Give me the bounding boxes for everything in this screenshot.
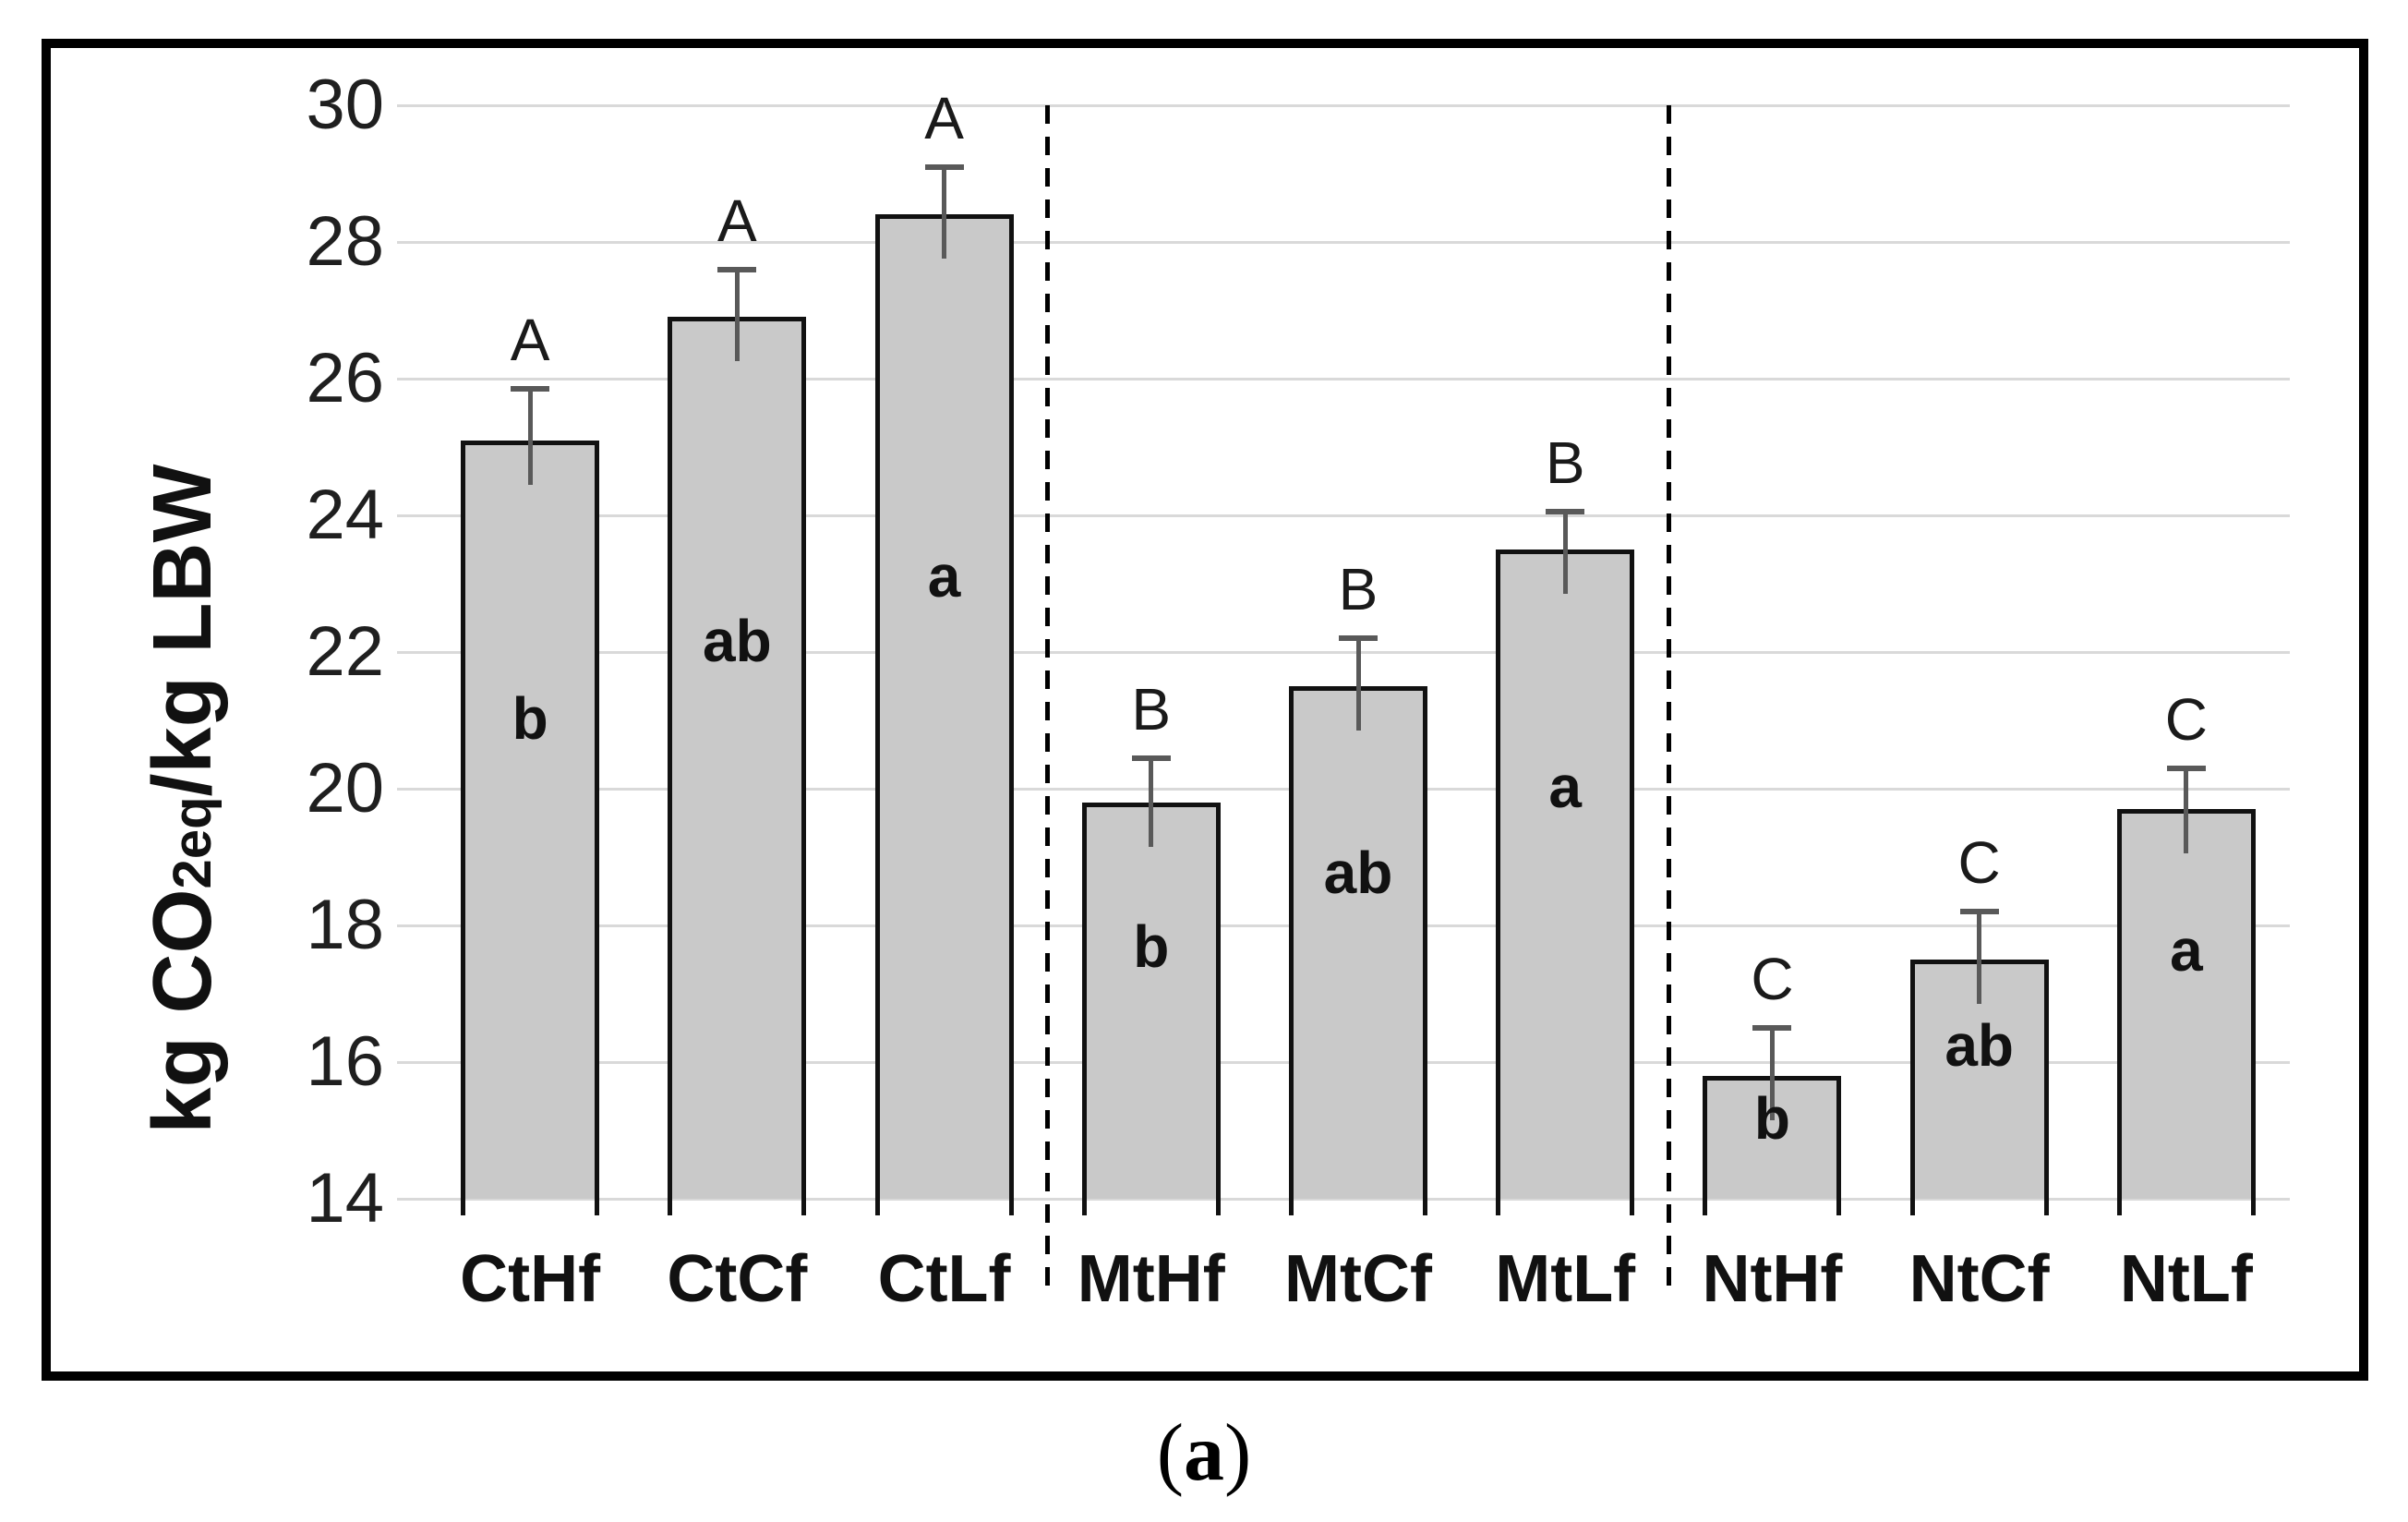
axis-tick-mark	[801, 1199, 807, 1215]
significance-letter-above-MtCf: B	[1338, 556, 1379, 623]
y-tick-label-28: 28	[306, 202, 384, 281]
bar-CtLf	[874, 214, 1014, 1199]
axis-tick-mark	[1081, 1199, 1087, 1215]
x-tick-label-NtCf: NtCf	[1908, 1242, 2050, 1316]
significance-letter-inside-MtHf: b	[1133, 912, 1170, 980]
gridline-y-14	[397, 1197, 2290, 1201]
y-tick-label-14: 14	[306, 1159, 384, 1238]
significance-letter-inside-NtLf: a	[2170, 917, 2203, 984]
error-bar-cap-CtHf	[511, 386, 550, 393]
y-tick-label-16: 16	[306, 1022, 384, 1101]
significance-letter-inside-NtCf: ab	[1944, 1011, 2014, 1079]
significance-letter-inside-MtCf: ab	[1323, 840, 1393, 907]
bar-CtCf	[668, 317, 807, 1199]
x-tick-label-NtLf: NtLf	[2119, 1242, 2253, 1316]
significance-letter-above-CtLf: A	[924, 84, 964, 151]
error-bar-cap-MtCf	[1339, 635, 1378, 642]
significance-letter-above-NtHf: C	[1751, 946, 1794, 1012]
bar-MtLf	[1496, 550, 1635, 1199]
error-bar-cap-MtLf	[1546, 509, 1585, 515]
y-tick-label-26: 26	[306, 339, 384, 417]
bar-MtCf	[1289, 686, 1427, 1199]
axis-tick-mark	[1289, 1199, 1294, 1215]
y-tick-label-24: 24	[306, 476, 384, 554]
significance-letter-above-MtHf: B	[1131, 675, 1172, 743]
error-bar-NtHf	[1769, 1028, 1775, 1120]
y-tick-label-30: 30	[306, 66, 384, 144]
y-tick-label-20: 20	[306, 749, 384, 827]
error-bar-cap-CtLf	[924, 163, 964, 170]
x-tick-label-MtHf: MtHf	[1077, 1242, 1225, 1316]
caption-letter: a	[1184, 1407, 1224, 1498]
significance-letter-inside-NtHf: b	[1753, 1085, 1790, 1153]
group-separator-line	[1045, 105, 1051, 1295]
axis-tick-mark	[1496, 1199, 1501, 1215]
significance-letter-inside-CtHf: b	[512, 684, 548, 752]
axis-tick-mark	[1423, 1199, 1427, 1215]
error-bar-cap-MtHf	[1131, 755, 1171, 761]
gridline-y-26	[397, 377, 2290, 380]
axis-tick-mark	[1630, 1199, 1635, 1215]
significance-letter-inside-CtCf: ab	[702, 607, 772, 674]
error-bar-CtHf	[527, 389, 533, 485]
gridline-y-28	[397, 240, 2290, 244]
error-bar-cap-NtCf	[1959, 909, 1999, 915]
axis-tick-mark	[874, 1199, 880, 1215]
x-tick-label-CtLf: CtLf	[877, 1242, 1011, 1316]
gridline-y-22	[397, 650, 2290, 654]
significance-letter-inside-CtLf: a	[927, 542, 961, 610]
caption-paren-close: )	[1224, 1407, 1252, 1498]
bar-NtLf	[2116, 809, 2256, 1199]
axis-tick-mark	[2250, 1199, 2256, 1215]
error-bar-MtHf	[1149, 757, 1154, 847]
error-bar-cap-NtHf	[1752, 1025, 1792, 1031]
gridline-y-24	[397, 513, 2290, 517]
significance-letter-above-CtHf: A	[510, 307, 550, 374]
error-bar-NtLf	[2184, 767, 2189, 854]
error-bar-cap-CtCf	[717, 266, 757, 272]
significance-letter-above-MtLf: B	[1545, 429, 1585, 497]
axis-tick-mark	[1215, 1199, 1221, 1215]
axis-tick-mark	[1836, 1199, 1842, 1215]
axis-tick-mark	[2043, 1199, 2049, 1215]
axis-tick-mark	[1909, 1199, 1915, 1215]
x-tick-label-CtCf: CtCf	[667, 1242, 808, 1316]
error-bar-CtLf	[942, 166, 947, 260]
axis-tick-mark	[461, 1199, 466, 1215]
error-bar-MtLf	[1562, 512, 1568, 594]
significance-letter-inside-MtLf: a	[1548, 754, 1583, 821]
error-bar-NtCf	[1977, 912, 1982, 1004]
error-bar-CtCf	[734, 269, 740, 362]
axis-tick-mark	[668, 1199, 673, 1215]
axis-tick-mark	[595, 1199, 600, 1215]
axis-tick-mark	[2116, 1199, 2122, 1215]
x-tick-label-MtLf: MtLf	[1495, 1242, 1636, 1316]
error-bar-MtCf	[1355, 638, 1361, 731]
y-tick-label-22: 22	[306, 612, 384, 691]
x-tick-label-CtHf: CtHf	[460, 1242, 601, 1316]
axis-tick-mark	[1703, 1199, 1708, 1215]
gridline-y-30	[397, 103, 2290, 107]
bar-CtHf	[461, 440, 600, 1199]
error-bar-cap-NtLf	[2166, 765, 2206, 771]
group-separator-line	[1666, 105, 1671, 1295]
x-tick-label-MtCf: MtCf	[1284, 1242, 1432, 1316]
figure-caption: (a)	[0, 1383, 2408, 1522]
x-tick-label-NtHf: NtHf	[1702, 1242, 1843, 1316]
significance-letter-above-CtCf: A	[716, 187, 757, 254]
axis-tick-mark	[1008, 1199, 1014, 1215]
significance-letter-above-NtCf: C	[1957, 829, 2001, 897]
y-tick-label-18: 18	[306, 886, 384, 964]
significance-letter-above-NtLf: C	[2164, 685, 2208, 753]
caption-paren-open: (	[1156, 1407, 1184, 1498]
bar-MtHf	[1081, 802, 1221, 1199]
